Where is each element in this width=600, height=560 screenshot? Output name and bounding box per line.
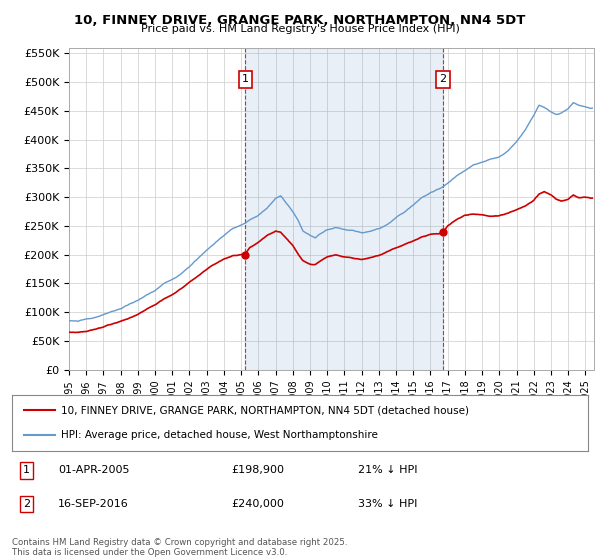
Text: £198,900: £198,900 bbox=[231, 465, 284, 475]
Text: 33% ↓ HPI: 33% ↓ HPI bbox=[358, 499, 417, 509]
Text: 1: 1 bbox=[242, 74, 249, 84]
Bar bbox=[245, 48, 443, 370]
Text: 2: 2 bbox=[439, 74, 446, 84]
Text: 16-SEP-2016: 16-SEP-2016 bbox=[58, 499, 129, 509]
Text: Price paid vs. HM Land Registry's House Price Index (HPI): Price paid vs. HM Land Registry's House … bbox=[140, 24, 460, 34]
Text: 10, FINNEY DRIVE, GRANGE PARK, NORTHAMPTON, NN4 5DT (detached house): 10, FINNEY DRIVE, GRANGE PARK, NORTHAMPT… bbox=[61, 405, 469, 416]
Text: 21% ↓ HPI: 21% ↓ HPI bbox=[358, 465, 417, 475]
Text: HPI: Average price, detached house, West Northamptonshire: HPI: Average price, detached house, West… bbox=[61, 430, 378, 440]
Text: 2: 2 bbox=[23, 499, 30, 509]
Text: 1: 1 bbox=[23, 465, 30, 475]
Text: 10, FINNEY DRIVE, GRANGE PARK, NORTHAMPTON, NN4 5DT: 10, FINNEY DRIVE, GRANGE PARK, NORTHAMPT… bbox=[74, 14, 526, 27]
Text: £240,000: £240,000 bbox=[231, 499, 284, 509]
Text: Contains HM Land Registry data © Crown copyright and database right 2025.
This d: Contains HM Land Registry data © Crown c… bbox=[12, 538, 347, 557]
Text: 01-APR-2005: 01-APR-2005 bbox=[58, 465, 130, 475]
